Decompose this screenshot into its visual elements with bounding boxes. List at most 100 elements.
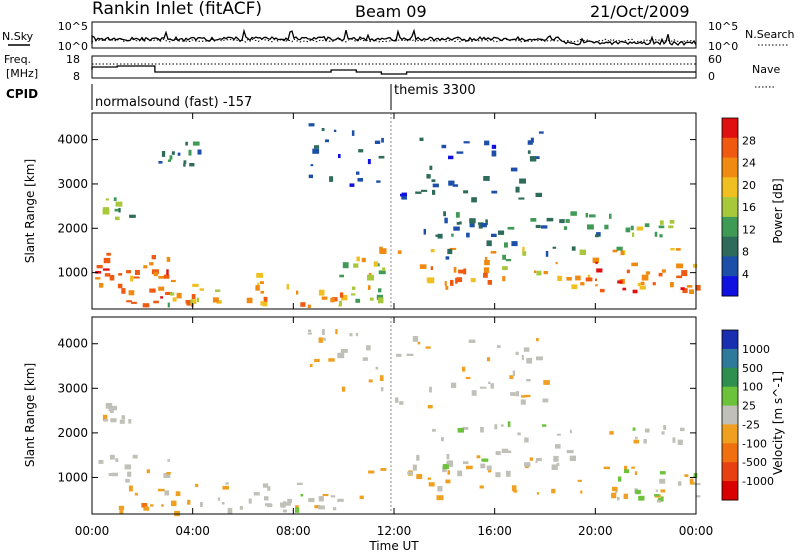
heatmap-cell bbox=[157, 488, 165, 492]
heatmap-cell bbox=[321, 296, 328, 300]
heatmap-cell bbox=[466, 232, 470, 238]
x-tick-label: 08:00 bbox=[276, 524, 311, 538]
heatmap-cell bbox=[330, 495, 336, 498]
heatmap-cell bbox=[559, 219, 565, 224]
heatmap-cell bbox=[367, 274, 374, 281]
heatmap-cell bbox=[551, 488, 556, 494]
heatmap-cell bbox=[328, 358, 335, 362]
heatmap-cell bbox=[380, 468, 387, 471]
heatmap-cell bbox=[536, 338, 539, 342]
heatmap-cell bbox=[645, 271, 651, 275]
heatmap-cell bbox=[557, 433, 561, 436]
heatmap-cell bbox=[197, 149, 202, 155]
heatmap-cell bbox=[357, 178, 363, 182]
heatmap-cell bbox=[286, 284, 290, 290]
freq-label: Freq. bbox=[4, 53, 31, 66]
heatmap-cell bbox=[680, 287, 685, 291]
heatmap-cell bbox=[563, 226, 568, 230]
heatmap-cell bbox=[546, 217, 554, 222]
heatmap-cell bbox=[263, 296, 268, 303]
nsky-left-bottom-tick: 10^0 bbox=[58, 40, 88, 53]
heatmap-cell bbox=[95, 277, 101, 280]
heatmap-cell bbox=[325, 139, 329, 143]
colorbar-tick-label: 4 bbox=[742, 268, 749, 281]
heatmap-cell bbox=[443, 211, 446, 217]
heatmap-cell bbox=[515, 351, 519, 355]
heatmap-cell bbox=[427, 277, 435, 284]
heatmap-cell bbox=[624, 465, 628, 471]
heatmap-cell bbox=[362, 357, 368, 361]
heatmap-cell bbox=[585, 277, 593, 282]
colorbar-tick-label: 24 bbox=[742, 157, 756, 170]
heatmap-cell bbox=[684, 474, 689, 477]
y-tick-label: 2000 bbox=[57, 426, 88, 440]
heatmap-cell bbox=[632, 427, 636, 431]
heatmap-cell bbox=[262, 301, 268, 307]
heatmap-cell bbox=[518, 197, 525, 200]
heatmap-cell bbox=[102, 208, 110, 215]
heatmap-cell bbox=[676, 263, 684, 269]
heatmap-cell bbox=[167, 459, 170, 462]
nave-label: Nave bbox=[752, 63, 780, 76]
heatmap-cell bbox=[332, 297, 338, 302]
heatmap-cell bbox=[359, 495, 364, 500]
heatmap-cell bbox=[630, 225, 634, 231]
heatmap-cell bbox=[167, 159, 171, 162]
heatmap-cell bbox=[659, 471, 666, 475]
heatmap-cell bbox=[104, 273, 111, 277]
heatmap-cell bbox=[349, 183, 355, 187]
heatmap-cell bbox=[406, 353, 414, 356]
heatmap-cell bbox=[669, 219, 675, 224]
heatmap-cell bbox=[185, 141, 188, 146]
colorbar-tick-label: 500 bbox=[742, 362, 763, 375]
heatmap-cell bbox=[127, 471, 132, 477]
heatmap-cell bbox=[486, 465, 492, 471]
heatmap-cell bbox=[153, 271, 158, 277]
heatmap-cell bbox=[458, 269, 464, 274]
heatmap-cell bbox=[524, 462, 531, 467]
cpid-segment-2: themis 3300 bbox=[394, 83, 476, 98]
heatmap-cell bbox=[416, 454, 420, 461]
x-tick-label: 20:00 bbox=[578, 524, 613, 538]
heatmap-cell bbox=[128, 419, 132, 424]
heatmap-cell bbox=[455, 277, 458, 284]
heatmap-cell bbox=[144, 506, 149, 509]
colorbar-segment bbox=[722, 236, 738, 257]
heatmap-cell bbox=[115, 201, 123, 207]
heatmap-cell bbox=[689, 481, 695, 485]
heatmap-cell bbox=[296, 290, 299, 295]
heatmap-cell bbox=[149, 262, 154, 266]
nsky-right-bottom-tick: 10^0 bbox=[708, 40, 738, 53]
heatmap-cell bbox=[571, 284, 578, 290]
heatmap-cell bbox=[631, 262, 638, 267]
heatmap-cell bbox=[676, 275, 683, 279]
heatmap-cell bbox=[381, 137, 384, 143]
heatmap-cell bbox=[500, 424, 504, 427]
heatmap-cell bbox=[515, 186, 520, 193]
heatmap-cell bbox=[497, 345, 501, 348]
heatmap-cell bbox=[623, 469, 630, 474]
date-title: 21/Oct/2009 bbox=[590, 2, 690, 21]
cpid-label: CPID bbox=[6, 87, 38, 101]
nsky-label: N.Sky bbox=[2, 30, 34, 43]
colorbar-segment bbox=[722, 424, 738, 444]
heatmap-cell bbox=[437, 486, 443, 492]
heatmap-cell bbox=[491, 233, 497, 237]
heatmap-cell bbox=[170, 292, 175, 296]
heatmap-cell bbox=[484, 140, 490, 146]
heatmap-cell bbox=[599, 288, 605, 293]
heatmap-cell bbox=[143, 265, 148, 269]
heatmap-cell bbox=[536, 270, 542, 276]
heatmap-cell bbox=[400, 193, 405, 197]
heatmap-cell bbox=[222, 485, 229, 490]
heatmap-cell bbox=[340, 349, 348, 353]
nave-bottom-tick: 0 bbox=[708, 70, 715, 83]
heatmap-cell bbox=[444, 281, 447, 286]
heatmap-cell bbox=[453, 266, 457, 273]
heatmap-cell bbox=[595, 278, 597, 281]
cpid-panel: CPID normalsound (fast) -157 themis 3300 bbox=[6, 83, 476, 110]
heatmap-cell bbox=[378, 155, 385, 159]
power-y-axis-label: Slant Range [km] bbox=[23, 159, 37, 263]
colorbar-segment bbox=[722, 256, 738, 277]
heatmap-cell bbox=[175, 491, 181, 497]
